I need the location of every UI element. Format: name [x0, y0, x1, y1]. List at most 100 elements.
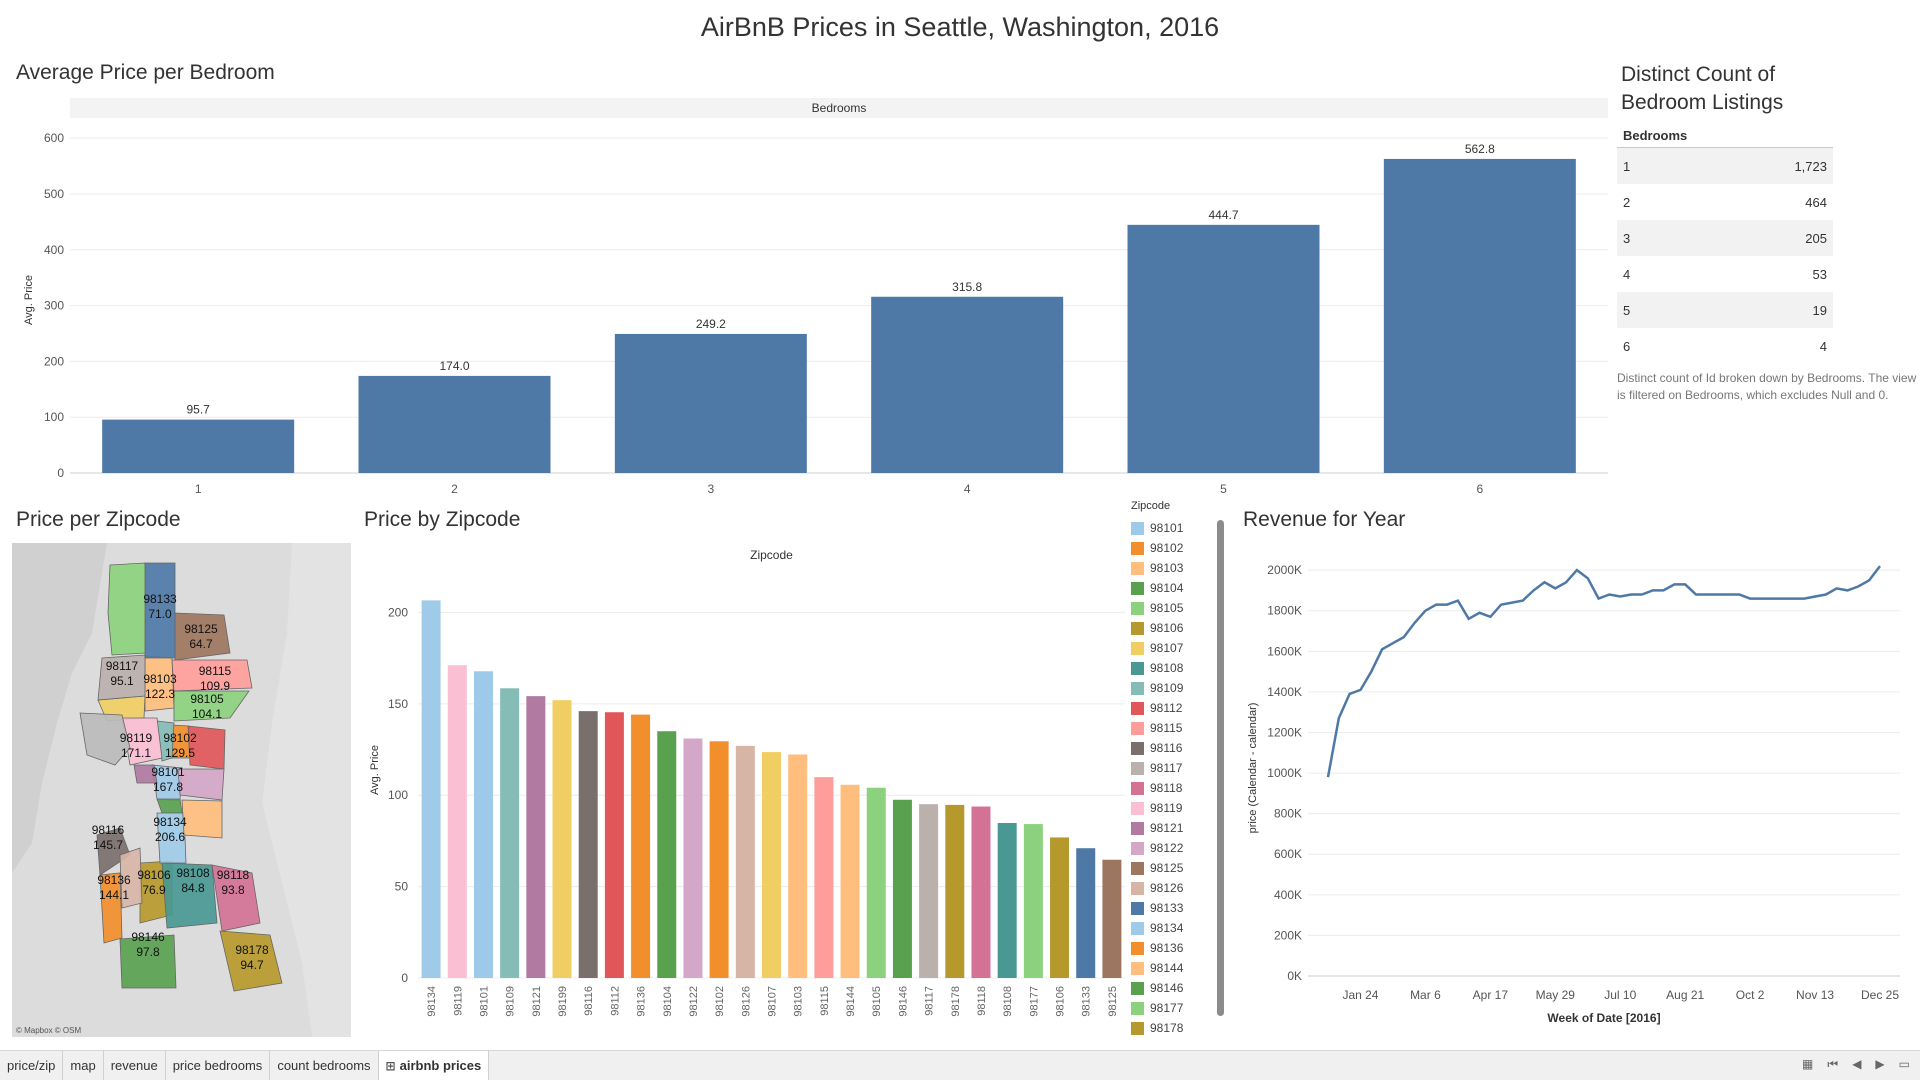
legend-item-98108[interactable]: 98108 — [1131, 658, 1211, 678]
revenue-series-line[interactable] — [1326, 565, 1881, 778]
prev-sheet-icon[interactable]: ◀ — [1852, 1057, 1862, 1071]
bar-zip-98177[interactable] — [1023, 824, 1043, 978]
bar-zip-98109[interactable] — [500, 688, 520, 978]
sheet-tab-count-bedrooms[interactable]: count bedrooms — [270, 1051, 379, 1080]
map-region-98199[interactable] — [79, 712, 131, 766]
zipcode-price-chart[interactable]: Zipcode 0 50 100 150 200 Avg. Price 98134 98119 9… — [350, 540, 1130, 1045]
count-table-row[interactable]: 5 19 — [1617, 292, 1833, 328]
bedroom-count-table[interactable]: Bedrooms 1 1,723 2 464 3 205 4 53 5 19 6 4 — [1617, 125, 1833, 364]
legend-item-98117[interactable]: 98117 — [1131, 758, 1211, 778]
bar-bedroom-3[interactable] — [614, 333, 807, 473]
bar-zip-98118[interactable] — [971, 806, 991, 978]
legend-scrollbar[interactable] — [1217, 520, 1224, 1016]
legend-item-98136[interactable]: 98136 — [1131, 938, 1211, 958]
legend-item-98105[interactable]: 98105 — [1131, 598, 1211, 618]
grid-view-icon[interactable]: ▦ — [1802, 1057, 1814, 1071]
bar-zip-98112[interactable] — [604, 712, 624, 978]
legend-item-98118[interactable]: 98118 — [1131, 778, 1211, 798]
map-region-98136[interactable] — [99, 872, 123, 944]
sheet-tab-price-zip[interactable]: price/zip — [0, 1051, 64, 1080]
revenue-line-chart[interactable]: 0K 200K 400K 600K 800K 1000K 1200K 1400K 1600K 18… — [1240, 540, 1920, 1045]
count-table-row[interactable]: 2 464 — [1617, 184, 1833, 220]
bedroom-price-chart[interactable]: Bedrooms 0 100 200 300 400 500 600 Avg. Price 95.… — [0, 95, 1610, 495]
bar-zip-98134[interactable] — [421, 600, 441, 978]
sheet-tab-revenue[interactable]: revenue — [104, 1051, 166, 1080]
legend-item-98106[interactable]: 98106 — [1131, 618, 1211, 638]
bar-bedroom-2[interactable] — [358, 375, 551, 473]
map-region-98115[interactable] — [171, 659, 253, 692]
legend-item-98177[interactable]: 98177 — [1131, 998, 1211, 1018]
bar-zip-98136[interactable] — [631, 714, 651, 978]
bar-zip-98106[interactable] — [1050, 837, 1070, 978]
map-region-98121[interactable] — [133, 764, 158, 784]
legend-item-98146[interactable]: 98146 — [1131, 978, 1211, 998]
legend-item-98144[interactable]: 98144 — [1131, 958, 1211, 978]
bar-bedroom-4[interactable] — [871, 296, 1064, 473]
map-region-98105[interactable] — [173, 690, 250, 722]
sheet-tab-map[interactable]: map — [63, 1051, 104, 1080]
bar-zip-98108[interactable] — [997, 822, 1017, 978]
bar-zip-98117[interactable] — [919, 804, 939, 978]
bar-zip-98104[interactable] — [657, 731, 677, 978]
count-table-row[interactable]: 1 1,723 — [1617, 148, 1833, 184]
bar-zip-98126[interactable] — [735, 745, 755, 978]
bar-zip-98144[interactable] — [840, 784, 860, 978]
presentation-icon[interactable]: ▭ — [1898, 1057, 1910, 1071]
legend-item-98178[interactable]: 98178 — [1131, 1018, 1211, 1038]
map-region-98108[interactable] — [161, 862, 218, 929]
bar-zip-98115[interactable] — [814, 777, 834, 978]
legend-item-98134[interactable]: 98134 — [1131, 918, 1211, 938]
first-sheet-icon[interactable]: ⏮ — [1827, 1057, 1839, 1071]
bar-zip-98105[interactable] — [866, 787, 886, 978]
bar-zip-98101[interactable] — [473, 671, 493, 978]
sheet-tab-price-bedrooms[interactable]: price bedrooms — [166, 1051, 271, 1080]
legend-item-98112[interactable]: 98112 — [1131, 698, 1211, 718]
legend-item-98116[interactable]: 98116 — [1131, 738, 1211, 758]
count-table-row[interactable]: 3 205 — [1617, 220, 1833, 256]
x-tick-label: 4 — [964, 482, 971, 495]
legend-item-98122[interactable]: 98122 — [1131, 838, 1211, 858]
bar-zip-98119[interactable] — [447, 665, 467, 978]
legend-item-98125[interactable]: 98125 — [1131, 858, 1211, 878]
bar-zip-98122[interactable] — [683, 738, 703, 978]
legend-item-98102[interactable]: 98102 — [1131, 538, 1211, 558]
legend-item-98104[interactable]: 98104 — [1131, 578, 1211, 598]
bar-zip-98125[interactable] — [1102, 859, 1122, 978]
map-region-98177[interactable] — [107, 562, 146, 656]
map-region-98144[interactable] — [181, 799, 223, 839]
bar-zip-98103[interactable] — [788, 754, 808, 978]
map-region-98178[interactable] — [219, 930, 283, 992]
map-region-98122[interactable] — [177, 768, 225, 801]
next-sheet-icon[interactable]: ▶ — [1875, 1057, 1885, 1071]
legend-item-98121[interactable]: 98121 — [1131, 818, 1211, 838]
map-region-98118[interactable] — [211, 864, 261, 932]
bar-zip-98146[interactable] — [892, 799, 912, 978]
legend-item-98107[interactable]: 98107 — [1131, 638, 1211, 658]
bar-zip-98107[interactable] — [762, 752, 781, 978]
legend-item-98126[interactable]: 98126 — [1131, 878, 1211, 898]
bar-bedroom-6[interactable] — [1383, 158, 1576, 473]
map-region-98126[interactable] — [119, 847, 143, 909]
map-region-98146[interactable] — [119, 934, 177, 989]
bar-zip-98133[interactable] — [1076, 848, 1096, 978]
legend-item-98133[interactable]: 98133 — [1131, 898, 1211, 918]
bar-zip-98116[interactable] — [578, 711, 598, 978]
legend-item-98115[interactable]: 98115 — [1131, 718, 1211, 738]
sheet-tab-airbnb-prices[interactable]: ⊞ airbnb prices — [378, 1051, 490, 1080]
bar-bedroom-1[interactable] — [102, 419, 295, 473]
map-region-98134[interactable] — [156, 812, 187, 864]
bar-zip-98102[interactable] — [709, 741, 729, 978]
legend-item-98119[interactable]: 98119 — [1131, 798, 1211, 818]
bar-zip-98199[interactable] — [552, 700, 572, 978]
legend-item-98103[interactable]: 98103 — [1131, 558, 1211, 578]
count-table-row[interactable]: 4 53 — [1617, 256, 1833, 292]
map-region-98117[interactable] — [97, 654, 146, 701]
bar-zip-98178[interactable] — [945, 804, 965, 978]
bar-bedroom-5[interactable] — [1127, 224, 1320, 473]
zipcode-legend[interactable]: Zipcode 98101 98102 98103 98104 98105 98106 98… — [1131, 500, 1211, 1038]
bar-zip-98121[interactable] — [526, 696, 546, 978]
legend-item-98101[interactable]: 98101 — [1131, 518, 1211, 538]
legend-item-98109[interactable]: 98109 — [1131, 678, 1211, 698]
